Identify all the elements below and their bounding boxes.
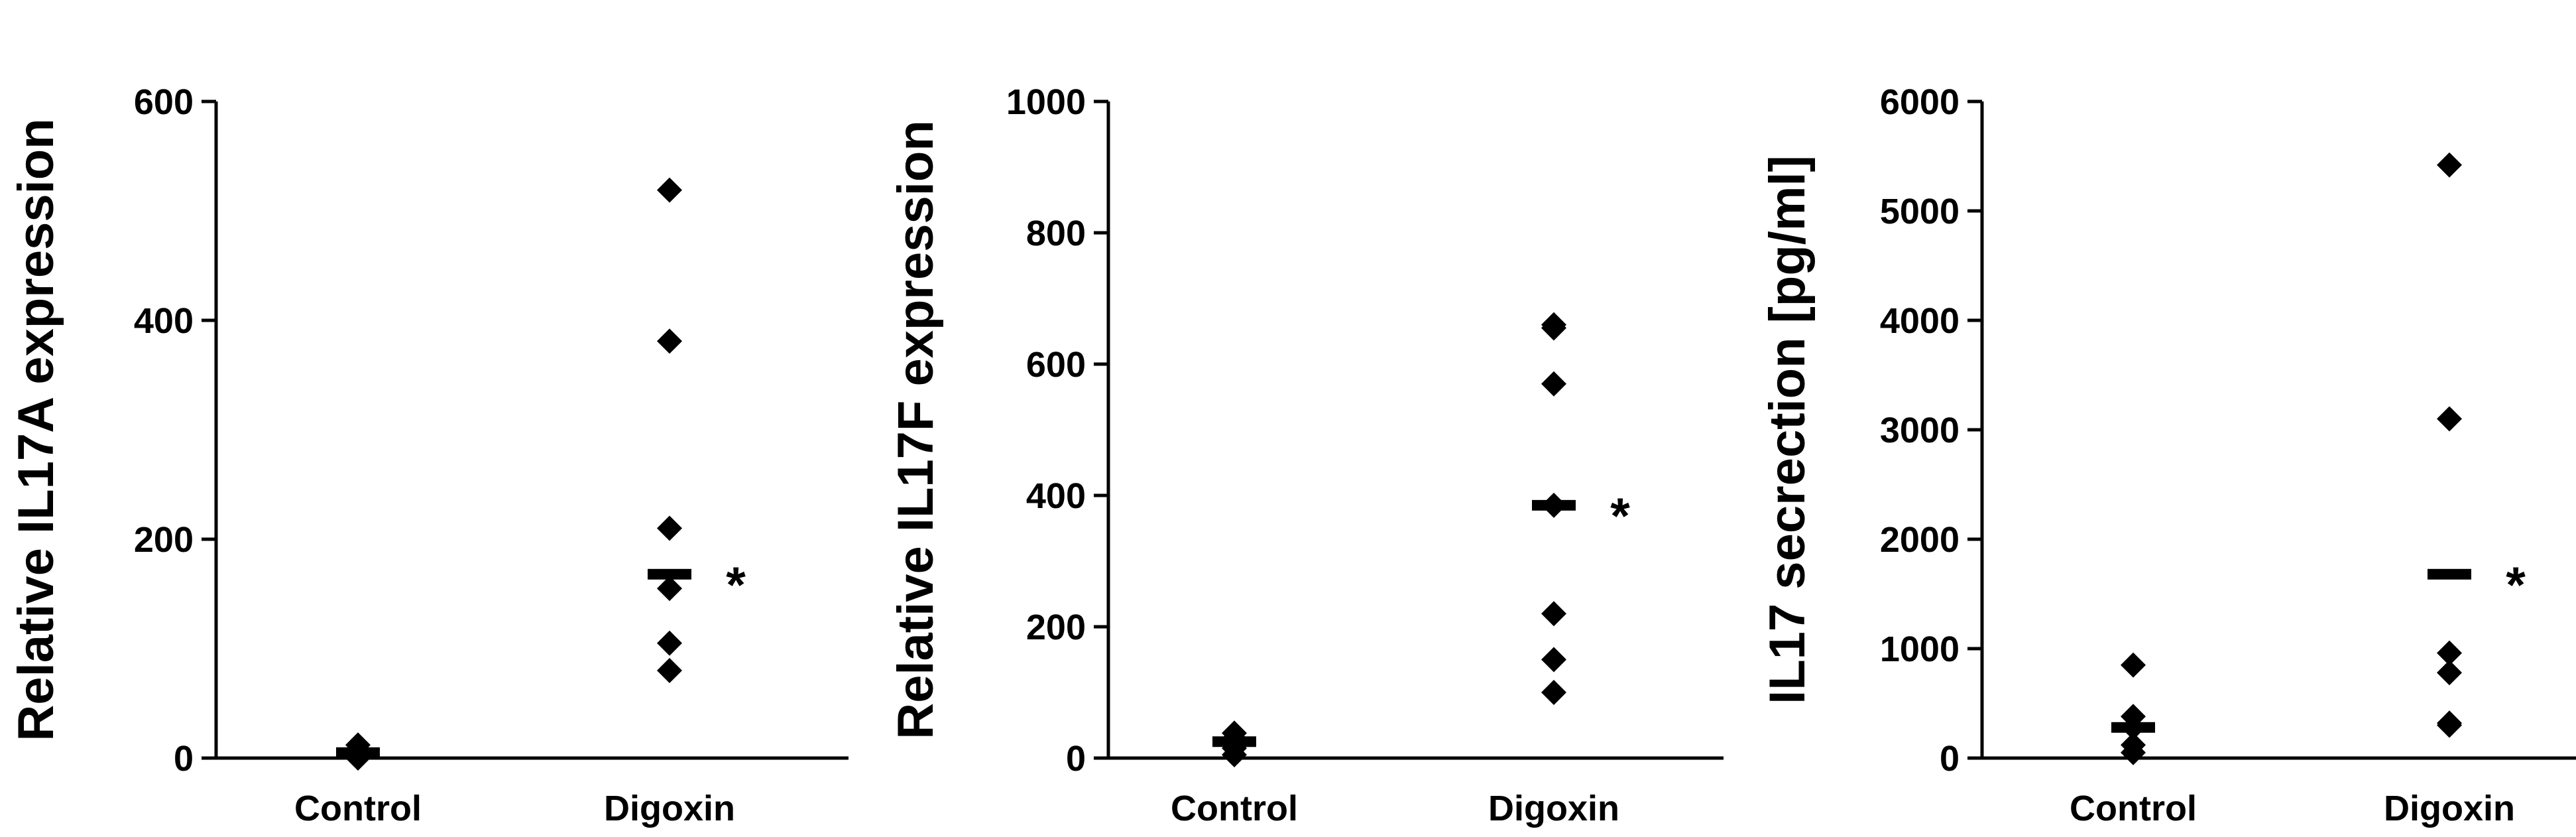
data-point	[1541, 680, 1566, 705]
data-point	[2437, 712, 2462, 738]
y-tick-label: 600	[1026, 345, 1086, 385]
x-category-label: Digoxin	[604, 789, 735, 828]
median-bar	[2428, 568, 2471, 580]
data-point	[2437, 640, 2462, 666]
y-tick-label: 4000	[1880, 301, 1960, 341]
y-tick-label: 400	[134, 301, 194, 341]
chart-panel-2: 0 200 400 600 800 1000 Control Digoxin Relative …	[888, 82, 1724, 828]
data-point	[2121, 740, 2146, 765]
data-point	[657, 177, 682, 203]
y-tick-label: 3000	[1880, 411, 1960, 450]
median-bar	[648, 568, 691, 580]
y-tick-label: 1000	[1006, 82, 1086, 122]
x-category-label: Control	[1171, 789, 1298, 828]
y-tick-label: 800	[1026, 214, 1086, 253]
data-point	[2121, 652, 2146, 678]
significance-marker: *	[726, 557, 746, 613]
median-bar	[2111, 722, 2155, 733]
y-tick-label: 0	[1066, 739, 1086, 779]
x-category-label: Digoxin	[1488, 789, 1619, 828]
x-category-label: Control	[2070, 789, 2197, 828]
data-point	[657, 658, 682, 683]
data-point	[2437, 406, 2462, 432]
y-tick-label: 1000	[1880, 629, 1960, 669]
y-tick-label: 5000	[1880, 192, 1960, 231]
data-point	[657, 328, 682, 354]
y-tick-label: 200	[1026, 608, 1086, 647]
median-bar	[1532, 499, 1576, 511]
data-point	[657, 576, 682, 602]
y-axis-title: IL17 secrection [pg/ml]	[1759, 155, 1816, 704]
chart-panel-1: 0 200 400 600 Control Digoxin Relative IL17A e…	[8, 82, 849, 828]
data-point	[2437, 152, 2462, 178]
median-bar	[1212, 736, 1256, 747]
y-tick-label: 6000	[1880, 82, 1960, 122]
y-axis-title: Relative IL17A expression	[8, 118, 64, 741]
y-tick-label: 2000	[1880, 520, 1960, 560]
y-tick-label: 0	[174, 739, 194, 779]
significance-marker: *	[2506, 557, 2526, 613]
y-tick-label: 0	[1940, 739, 1960, 779]
data-point	[657, 515, 682, 541]
x-category-label: Digoxin	[2384, 789, 2515, 828]
chart-panel-3: 0 1000 2000 3000 4000 5000 6000 Control Digoxin I…	[1759, 82, 2576, 828]
y-tick-label: 400	[1026, 476, 1086, 516]
y-tick-label: 200	[134, 520, 194, 560]
data-point	[1541, 647, 1566, 673]
y-axis-title: Relative IL17F expression	[888, 120, 944, 740]
y-tick-label: 600	[134, 82, 194, 122]
data-point	[657, 630, 682, 656]
data-point	[1541, 371, 1566, 397]
median-bar	[336, 747, 380, 758]
data-point	[1222, 742, 1247, 768]
significance-marker: *	[1610, 488, 1630, 545]
data-point	[1541, 601, 1566, 627]
data-point	[1541, 315, 1566, 341]
x-category-label: Control	[294, 789, 422, 828]
data-point	[2437, 660, 2462, 686]
